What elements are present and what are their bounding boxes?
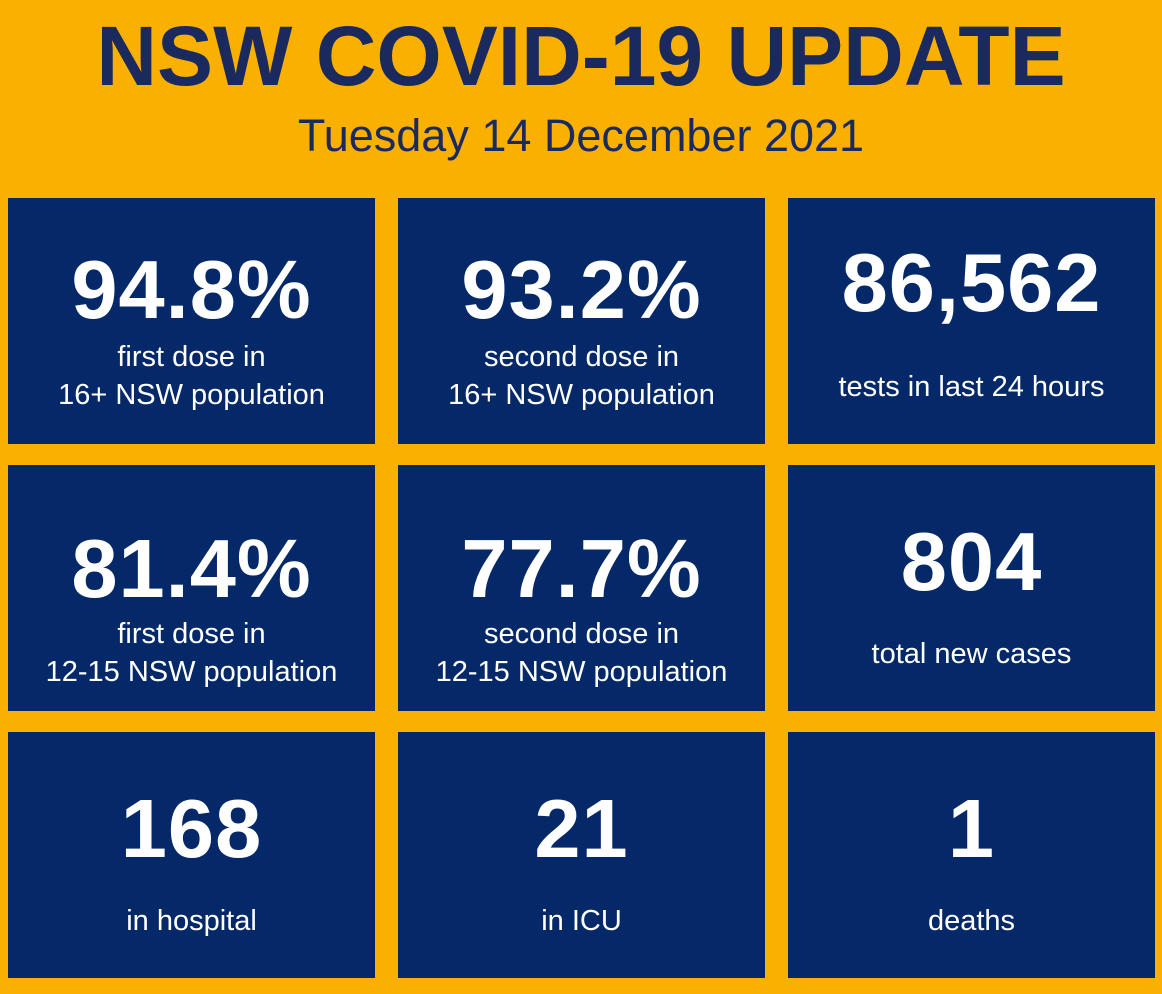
stat-value: 94.8% bbox=[71, 243, 312, 336]
stat-label-line: second dose in bbox=[483, 341, 680, 373]
stat-label: first dose in 16+ NSW population bbox=[8, 338, 375, 414]
stat-tile-second-dose-16plus: 93.2% second dose in 16+ NSW population bbox=[398, 198, 765, 444]
stat-label-line: 16+ NSW population bbox=[448, 379, 715, 411]
stat-value: 804 bbox=[900, 515, 1043, 608]
stat-tile-first-dose-12-15: 81.4% first dose in 12-15 NSW population bbox=[8, 465, 375, 711]
stat-label-line: second dose in bbox=[483, 618, 680, 650]
stat-value: 77.7% bbox=[461, 522, 702, 615]
stat-tile-deaths: 1 deaths bbox=[788, 732, 1155, 978]
stat-value: 1 bbox=[947, 782, 996, 875]
stat-tile-first-dose-16plus: 94.8% first dose in 16+ NSW population bbox=[8, 198, 375, 444]
stat-label-line: 12-15 NSW population bbox=[435, 656, 728, 688]
stat-tile-hospital: 168 in hospital bbox=[8, 732, 375, 978]
stat-value: 21 bbox=[534, 782, 629, 875]
stat-label-line: 16+ NSW population bbox=[58, 379, 325, 411]
stat-label: second dose in 16+ NSW population bbox=[398, 338, 765, 414]
stat-label: deaths bbox=[788, 902, 1155, 940]
update-date: Tuesday 14 December 2021 bbox=[297, 110, 865, 161]
stat-value: 86,562 bbox=[841, 236, 1102, 329]
stat-tile-second-dose-12-15: 77.7% second dose in 12-15 NSW populatio… bbox=[398, 465, 765, 711]
stat-tile-new-cases: 804 total new cases bbox=[788, 465, 1155, 711]
stat-label: first dose in 12-15 NSW population bbox=[8, 615, 375, 691]
stat-label-line: first dose in bbox=[117, 341, 266, 373]
stat-label-line: deaths bbox=[927, 905, 1016, 937]
stat-tile-icu: 21 in ICU bbox=[398, 732, 765, 978]
page-title: NSW COVID-19 UPDATE bbox=[96, 9, 1066, 103]
stat-value: 168 bbox=[120, 782, 263, 875]
stat-label-line: tests in last 24 hours bbox=[838, 371, 1105, 403]
stat-value: 81.4% bbox=[71, 522, 312, 615]
stat-label: in ICU bbox=[398, 902, 765, 940]
stat-label-line: in ICU bbox=[541, 905, 622, 937]
stat-value: 93.2% bbox=[461, 243, 702, 336]
stat-label: tests in last 24 hours bbox=[788, 368, 1155, 406]
stat-tile-tests: 86,562 tests in last 24 hours bbox=[788, 198, 1155, 444]
stat-label-line: 12-15 NSW population bbox=[45, 656, 338, 688]
stat-label: total new cases bbox=[788, 635, 1155, 673]
stat-label-line: in hospital bbox=[126, 905, 257, 937]
stat-label-line: total new cases bbox=[871, 638, 1072, 670]
stat-label: in hospital bbox=[8, 902, 375, 940]
stat-label: second dose in 12-15 NSW population bbox=[398, 615, 765, 691]
stat-label-line: first dose in bbox=[117, 618, 266, 650]
